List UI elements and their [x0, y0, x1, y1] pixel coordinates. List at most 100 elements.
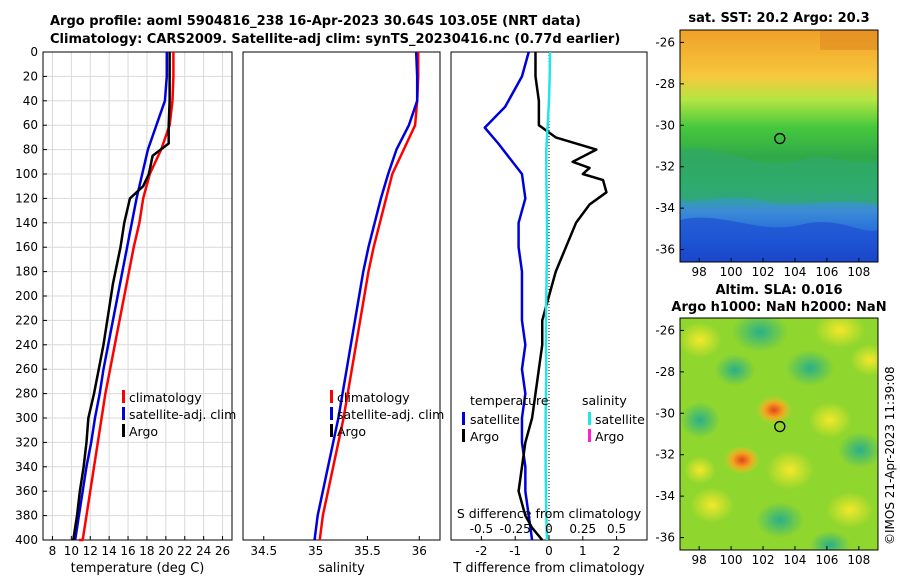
map-field-sst_map — [680, 30, 878, 262]
y-tick-label: 160 — [15, 240, 38, 254]
y-tick-label: 60 — [23, 118, 38, 132]
x-tick-label: 24 — [196, 544, 211, 558]
x-tick-label: 18 — [139, 544, 154, 558]
y-tick-label: 180 — [15, 265, 38, 279]
y-tick-label: 0 — [30, 45, 38, 59]
salinity-tick-label: 0.25 — [569, 522, 596, 536]
series-line-climatology — [318, 52, 420, 541]
sla-eddy — [810, 531, 850, 550]
legend-label: Argo — [337, 424, 366, 439]
y-tick-label: 320 — [15, 435, 38, 449]
y-tick-label: 40 — [23, 94, 38, 108]
map-y-tick-label: -36 — [655, 531, 675, 545]
map-y-tick-label: -34 — [655, 201, 675, 215]
legend-label: satellite — [595, 412, 645, 427]
legend-swatch — [462, 429, 465, 442]
y-tick-label: 80 — [23, 143, 38, 157]
series-line-t-satellite — [483, 51, 534, 541]
sla-eddy — [684, 456, 716, 484]
sla-map-subtitle: Argo h1000: NaN h2000: NaN — [671, 300, 886, 315]
sla-eddy — [680, 322, 722, 358]
sla-eddy — [732, 318, 788, 352]
top-axis-label: S difference from climatology — [457, 506, 642, 521]
sst-map-title: sat. SST: 20.2 Argo: 20.3 — [688, 11, 869, 26]
map-x-tick-label: 106 — [815, 553, 838, 567]
map-y-tick-label: -28 — [655, 77, 675, 91]
sla-eddy — [756, 502, 804, 538]
legend-swatch — [588, 429, 591, 442]
x-tick-label: 8 — [49, 544, 57, 558]
series-line-satellite-adj-clim — [313, 51, 419, 541]
map-y-tick-label: -30 — [655, 118, 675, 132]
y-tick-label: 100 — [15, 167, 38, 181]
x-axis-label: temperature (deg C) — [71, 561, 205, 576]
y-tick-label: 380 — [15, 509, 38, 523]
salinity-tick-label: 0.5 — [607, 522, 626, 536]
title-line-1: Argo profile: aoml 5904816_238 16-Apr-20… — [50, 14, 581, 29]
map-x-tick-label: 100 — [720, 265, 743, 279]
x-tick-label: 12 — [83, 544, 98, 558]
map-y-tick-label: -28 — [655, 365, 675, 379]
y-tick-label: 20 — [23, 69, 38, 83]
x-tick-label: -1 — [509, 544, 521, 558]
sla-eddy — [690, 487, 734, 523]
map-x-tick-label: 104 — [784, 265, 807, 279]
map-x-tick-label: 98 — [692, 265, 707, 279]
map-y-tick-label: -30 — [655, 406, 675, 420]
x-tick-label: -2 — [475, 544, 487, 558]
x-tick-label: 35.5 — [354, 544, 381, 558]
x-tick-label: 2 — [613, 544, 621, 558]
series-line-satellite-adj-clim — [73, 52, 169, 541]
legend-swatch — [330, 424, 333, 437]
legend-swatch — [122, 424, 125, 437]
map-x-tick-label: 102 — [752, 265, 775, 279]
sla-eddy — [756, 396, 792, 424]
x-tick-label: 34.5 — [250, 544, 277, 558]
sla-eddy — [814, 318, 866, 348]
legend-title-temperature: temperature — [470, 393, 549, 408]
legend-swatch — [122, 390, 125, 403]
x-tick-label: 16 — [120, 544, 135, 558]
y-tick-label: 340 — [15, 460, 38, 474]
y-tick-label: 400 — [15, 533, 38, 547]
y-tick-label: 360 — [15, 484, 38, 498]
legend-label: satellite — [470, 412, 520, 427]
sla-eddy — [680, 402, 720, 438]
map-frame-sla_map — [679, 317, 879, 551]
map-x-tick-label: 104 — [784, 553, 807, 567]
sla-eddy — [850, 344, 878, 376]
y-tick-label: 220 — [15, 313, 38, 327]
x-tick-label: 14 — [102, 544, 117, 558]
series-line-climatology — [78, 52, 175, 542]
legend-label: satellite-adj. clim — [337, 407, 444, 422]
y-tick-label: 260 — [15, 362, 38, 376]
sla-eddy — [724, 446, 760, 474]
sst-band — [680, 217, 878, 262]
map-y-tick-label: -26 — [655, 323, 675, 337]
sla-eddy — [826, 492, 874, 528]
legend-label: satellite-adj. clim — [129, 407, 236, 422]
imos-timestamp: ©IMOS 21-Apr-2023 11:39:08 — [883, 366, 897, 545]
x-tick-label: 10 — [64, 544, 79, 558]
legend-swatch — [330, 407, 333, 420]
sla-eddy — [786, 350, 834, 386]
map-frame-sst_map — [679, 29, 879, 263]
x-tick-label: 36 — [412, 544, 427, 558]
legend-label: climatology — [129, 390, 202, 405]
salinity-tick-label: 0 — [545, 522, 553, 536]
sla-map-title: Altim. SLA: 0.016 — [716, 283, 843, 298]
legend-label: climatology — [337, 390, 410, 405]
legend-swatch — [588, 412, 591, 425]
legend-label: Argo — [595, 429, 624, 444]
map-x-tick-label: 98 — [692, 553, 707, 567]
map-y-tick-label: -34 — [655, 489, 675, 503]
map-x-tick-label: 108 — [847, 553, 870, 567]
y-tick-label: 120 — [15, 191, 38, 205]
map-y-tick-label: -32 — [655, 160, 675, 174]
title-line-2: Climatology: CARS2009. Satellite-adj cli… — [50, 32, 621, 47]
x-tick-label: 26 — [215, 544, 230, 558]
map-y-tick-label: -36 — [655, 243, 675, 257]
series-line-t-argo — [517, 52, 608, 541]
x-tick-label: 22 — [177, 544, 192, 558]
x-tick-label: 1 — [579, 544, 587, 558]
